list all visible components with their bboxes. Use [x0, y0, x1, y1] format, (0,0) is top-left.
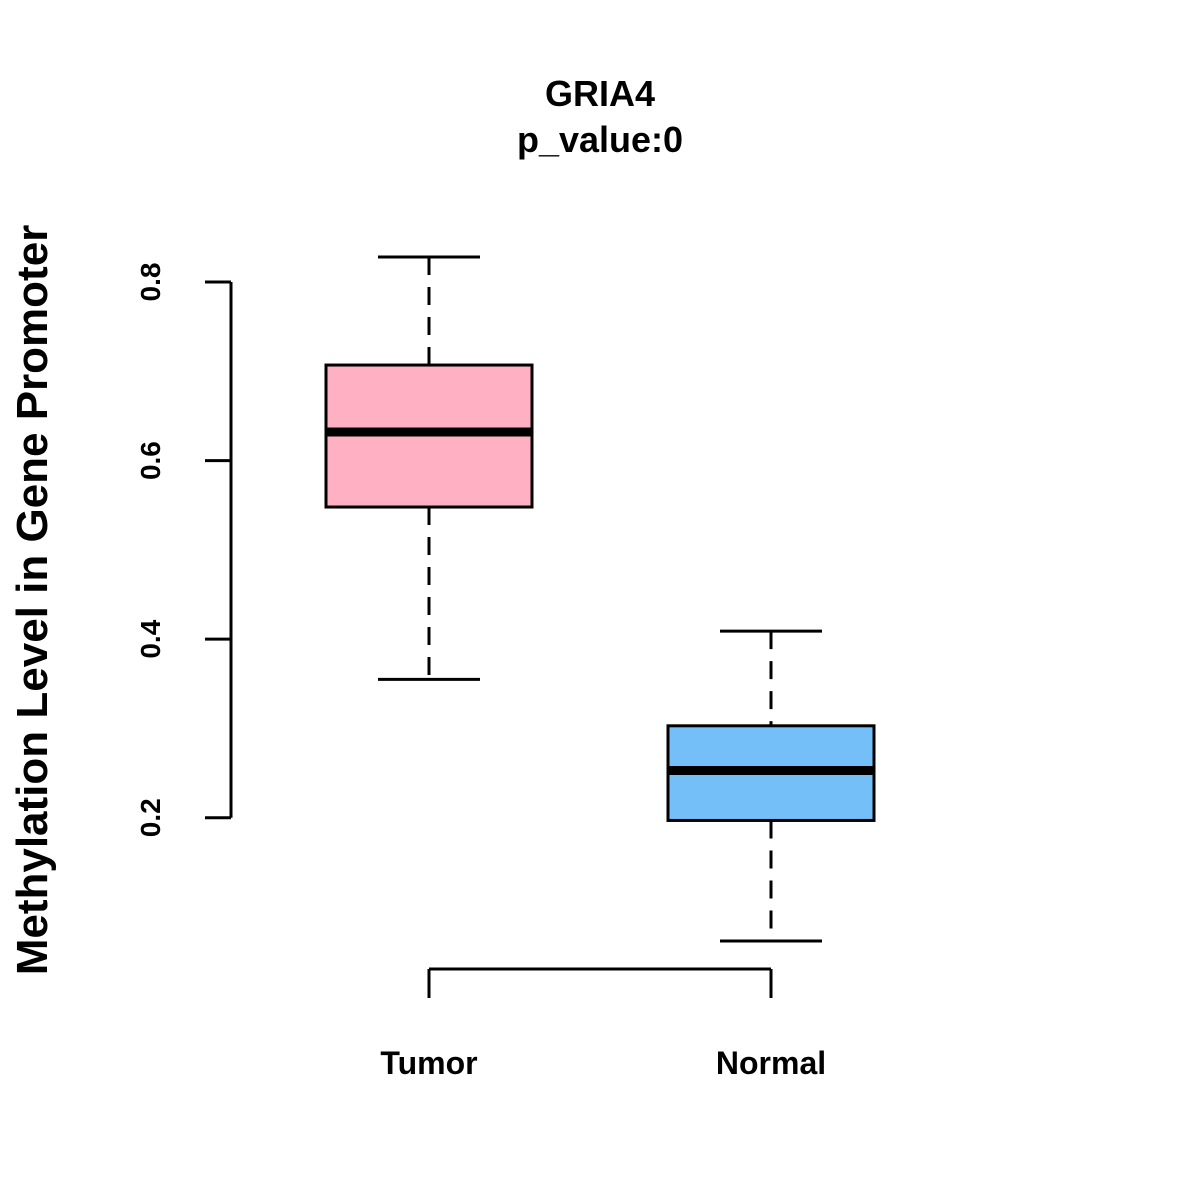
box-tumor [324, 255, 534, 681]
x-tick-label-tumor: Tumor [380, 1045, 477, 1081]
x-tick-label-normal: Normal [716, 1045, 826, 1081]
y-tick-label: 0.8 [135, 263, 166, 302]
chart-subtitle: p_value:0 [517, 119, 683, 160]
y-axis-label: Methylation Level in Gene Promoter [8, 225, 57, 976]
boxes-group [324, 255, 876, 943]
y-tick-label: 0.6 [135, 441, 166, 480]
box-normal [666, 629, 876, 943]
y-tick-label: 0.2 [135, 798, 166, 837]
y-axis: 0.2 0.4 0.6 0.8 [135, 263, 233, 837]
x-axis: Tumor Normal [380, 967, 826, 1081]
chart-title: GRIA4 [545, 73, 655, 114]
y-tick-label: 0.4 [135, 619, 166, 658]
